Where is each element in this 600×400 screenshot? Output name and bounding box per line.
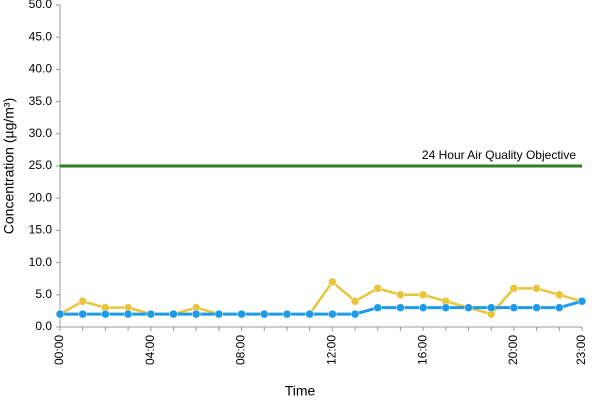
y-tick-label: 45.0 [29,29,53,43]
y-tick-label: 35.0 [29,94,53,108]
y-tick-label: 15.0 [29,223,53,237]
y-tick-label: 10.0 [29,255,53,269]
data-point [509,303,519,312]
objective-label: 24 Hour Air Quality Objective [422,148,576,162]
data-point [418,303,428,312]
y-tick-label: 30.0 [29,126,53,140]
x-tick-label: 08:00 [234,335,248,365]
data-point [418,290,428,300]
x-tick-label: 00:00 [52,335,66,365]
x-tick-label: 20:00 [506,335,520,365]
data-point [555,303,564,312]
series-line [60,299,583,316]
data-point [260,309,269,319]
data-point [396,290,405,300]
data-point [532,284,541,293]
data-point [532,303,541,312]
x-tick-label: 23:00 [574,335,588,365]
x-tick-label: 04:00 [143,335,157,365]
data-point [169,309,178,319]
x-tick-label: 12:00 [325,335,339,365]
data-point [350,296,360,306]
data-point [396,303,405,312]
data-point [78,296,87,306]
data-point [509,284,519,293]
data-point [373,303,382,312]
x-axis-title: Time [285,383,316,399]
data-point [282,309,292,319]
data-point [328,277,337,287]
series-line [59,280,583,316]
data-point [123,309,133,319]
data-point [237,309,246,319]
data-point [441,303,451,312]
data-point [464,303,473,312]
y-tick-label: 20.0 [29,190,53,204]
data-point [555,290,564,300]
data-point [486,303,496,312]
data-point [101,309,110,319]
data-point [214,309,224,319]
y-tick-label: 5.0 [35,287,52,301]
data-point [328,309,337,319]
data-point [350,309,360,319]
data-point [577,296,587,306]
data-point [191,309,201,319]
x-tick-label: 16:00 [415,335,429,365]
y-axis-title: Concentration (µg/m³) [1,98,17,234]
y-tick-label: 0.0 [35,319,52,333]
data-point [78,309,87,319]
data-point [55,309,65,319]
data-point [146,309,156,319]
y-tick-label: 50.0 [29,0,53,11]
data-point [373,284,382,293]
y-tick-label: 25.0 [29,158,53,172]
data-point [305,309,314,319]
y-tick-label: 40.0 [29,62,53,76]
